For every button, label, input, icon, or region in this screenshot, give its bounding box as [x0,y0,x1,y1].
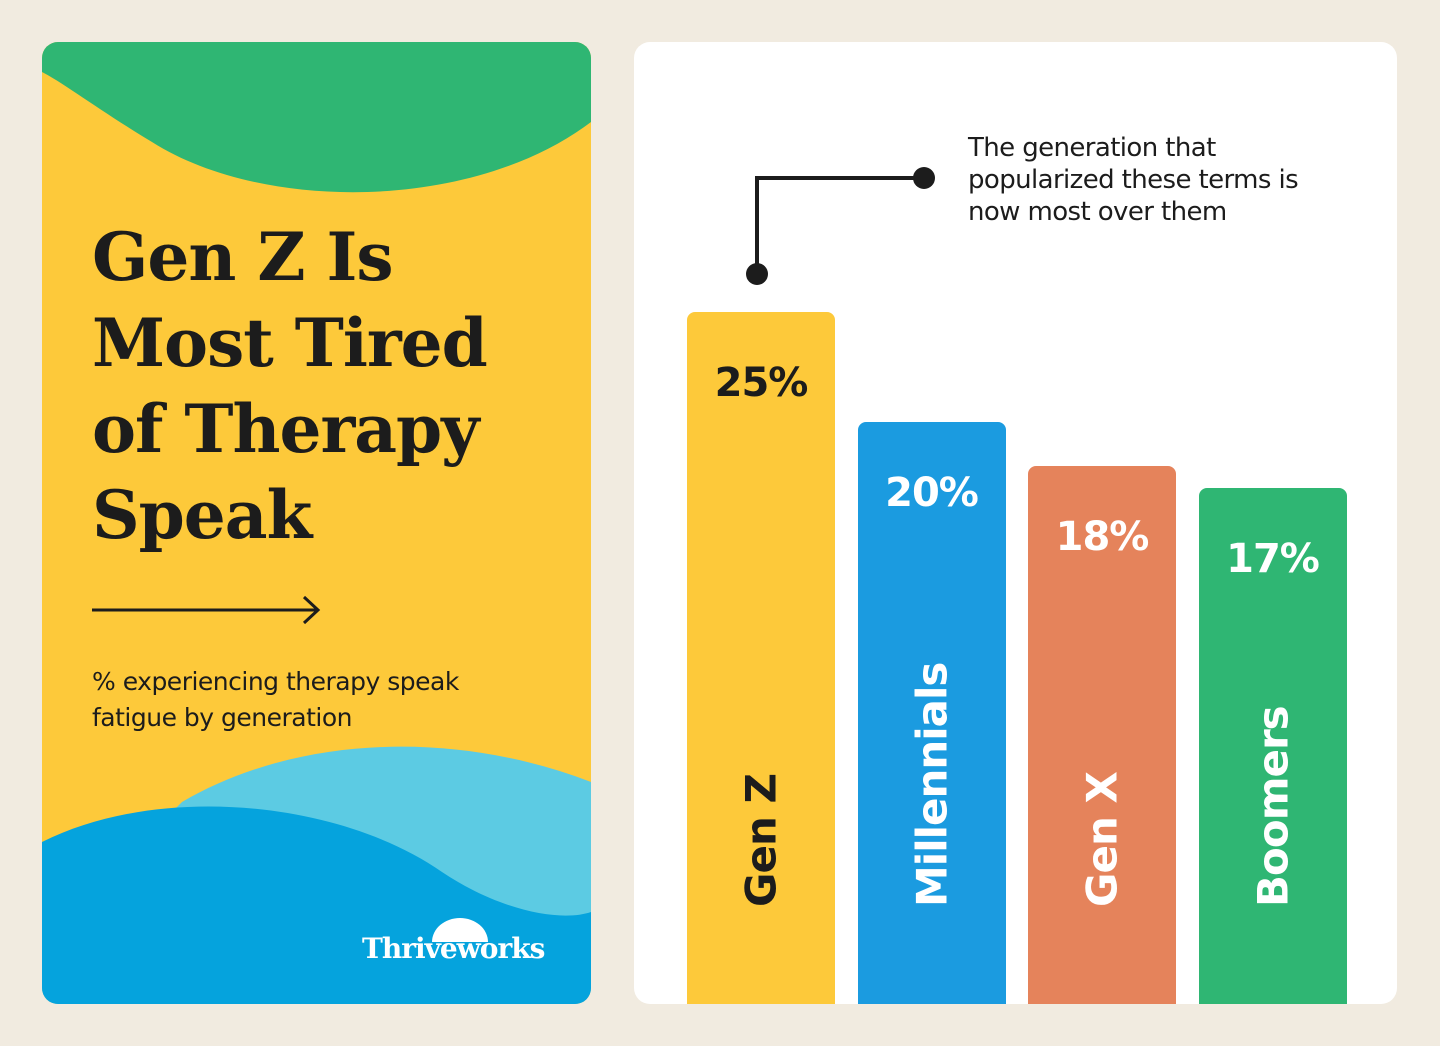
value-label: 18% [1055,514,1150,560]
bar-gen-x: 18% Gen X [1028,466,1176,1004]
bar-gen-z: 25% Gen Z [687,312,835,1004]
sun-icon [432,918,488,942]
category-label: Boomers [1248,706,1297,907]
value-label: 25% [714,360,809,406]
category-label: Millennials [907,662,956,907]
subtitle: % experiencing therapy speak fatigue by … [92,667,459,732]
category-label: Gen Z [736,774,786,907]
annotation-leader-line [746,167,935,285]
chart-panel: The generation that popularized these te… [634,42,1397,1004]
value-label: 20% [885,470,979,516]
bar-millennials: 20% Millennials [857,422,1006,1004]
annotation-text: The generation that popularized these te… [968,133,1299,227]
title-panel: Gen Z Is Most Tired of Therapy Speak % e… [42,42,591,1004]
page-title: Gen Z Is Most Tired of Therapy Speak [92,218,488,554]
thriveworks-logo: Thriveworks [362,918,545,965]
category-label: Gen X [1077,772,1127,907]
arrow-right-icon [92,595,321,625]
bar-boomers: 17% Boomers [1198,488,1347,1004]
value-label: 17% [1226,536,1320,582]
